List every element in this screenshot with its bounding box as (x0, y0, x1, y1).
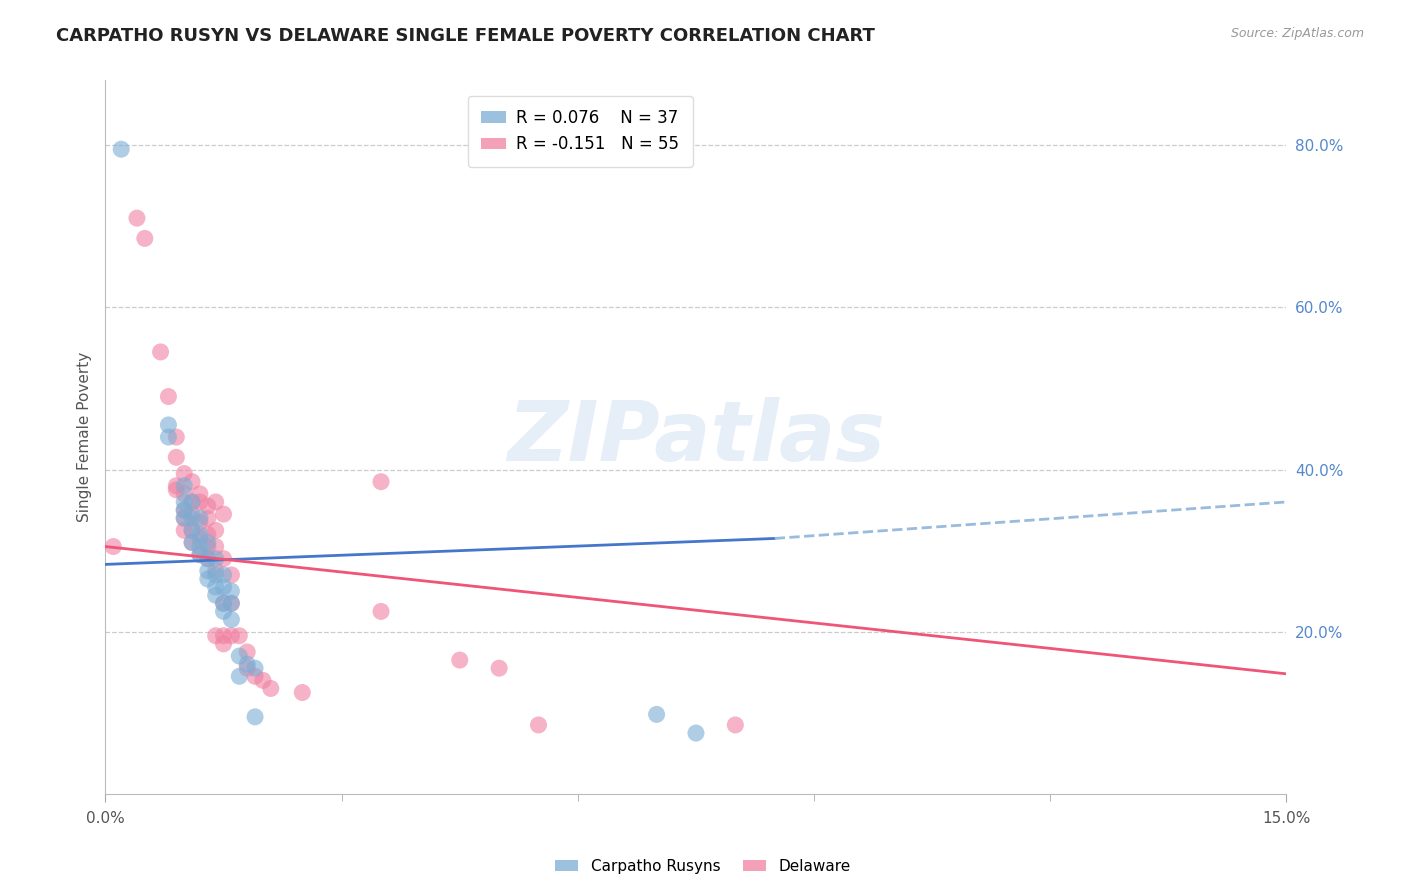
Point (221, 613, 243, 627)
Point (197, 572, 219, 586)
Point (173, 467, 195, 481)
Point (370, 604, 392, 618)
Point (181, 475, 204, 489)
Point (197, 551, 219, 566)
Point (197, 499, 219, 513)
Point (221, 596, 243, 610)
Point (204, 568, 226, 582)
Point (370, 475, 392, 489)
Point (685, 726, 707, 740)
Point (149, 345, 172, 359)
Point (188, 487, 211, 501)
Point (204, 551, 226, 566)
Point (228, 629, 250, 643)
Point (291, 685, 314, 699)
Point (221, 568, 243, 582)
Point (197, 551, 219, 566)
Point (165, 450, 187, 465)
Point (204, 564, 226, 578)
Point (173, 511, 195, 525)
Point (181, 535, 204, 549)
Y-axis label: Single Female Poverty: Single Female Poverty (76, 352, 91, 522)
Point (236, 661, 259, 675)
Point (188, 515, 211, 529)
Text: Source: ZipAtlas.com: Source: ZipAtlas.com (1230, 27, 1364, 40)
Point (527, 718, 550, 732)
Text: ZIPatlas: ZIPatlas (508, 397, 884, 477)
Point (188, 527, 211, 541)
Point (181, 495, 204, 509)
Text: CARPATHO RUSYN VS DELAWARE SINGLE FEMALE POVERTY CORRELATION CHART: CARPATHO RUSYN VS DELAWARE SINGLE FEMALE… (56, 27, 875, 45)
Point (165, 479, 187, 493)
Point (188, 548, 211, 562)
Point (173, 524, 195, 538)
Point (212, 507, 235, 521)
Point (165, 430, 187, 444)
Point (212, 629, 235, 643)
Point (197, 564, 219, 578)
Point (252, 673, 274, 688)
Point (197, 535, 219, 549)
Point (221, 596, 243, 610)
Point (221, 629, 243, 643)
Point (134, 231, 156, 245)
Point (197, 527, 219, 541)
Point (204, 629, 226, 643)
Point (204, 495, 226, 509)
Point (173, 479, 195, 493)
Point (173, 495, 195, 509)
Point (449, 653, 471, 667)
Point (212, 637, 235, 651)
Point (181, 535, 204, 549)
Point (173, 503, 195, 517)
Point (173, 487, 195, 501)
Point (212, 551, 235, 566)
Point (204, 588, 226, 602)
Point (724, 718, 747, 732)
Point (125, 211, 148, 226)
Point (228, 648, 250, 663)
Point (488, 661, 510, 675)
Point (243, 661, 266, 675)
Point (103, 540, 125, 554)
Legend: R = 0.076    N = 37, R = -0.151   N = 55: R = 0.076 N = 37, R = -0.151 N = 55 (468, 95, 693, 167)
Point (212, 596, 235, 610)
Point (212, 580, 235, 594)
Point (197, 511, 219, 525)
Point (236, 645, 259, 659)
Point (188, 511, 211, 525)
Point (188, 495, 211, 509)
Point (181, 511, 204, 525)
Point (173, 503, 195, 517)
Point (181, 507, 204, 521)
Point (204, 524, 226, 538)
Point (157, 417, 180, 432)
Point (165, 483, 187, 497)
Point (204, 540, 226, 554)
Point (221, 584, 243, 599)
Point (212, 604, 235, 618)
Point (181, 524, 204, 538)
Point (157, 430, 180, 444)
Point (212, 596, 235, 610)
Legend: Carpatho Rusyns, Delaware: Carpatho Rusyns, Delaware (550, 853, 856, 880)
Point (188, 532, 211, 546)
Point (188, 548, 211, 562)
Point (260, 681, 283, 696)
Point (188, 540, 211, 554)
Point (173, 511, 195, 525)
Point (645, 707, 668, 722)
Point (181, 495, 204, 509)
Point (181, 524, 204, 538)
Point (243, 710, 266, 724)
Point (197, 540, 219, 554)
Point (236, 657, 259, 672)
Point (243, 669, 266, 683)
Point (204, 580, 226, 594)
Point (110, 142, 132, 156)
Point (228, 669, 250, 683)
Point (212, 568, 235, 582)
Point (157, 390, 180, 404)
